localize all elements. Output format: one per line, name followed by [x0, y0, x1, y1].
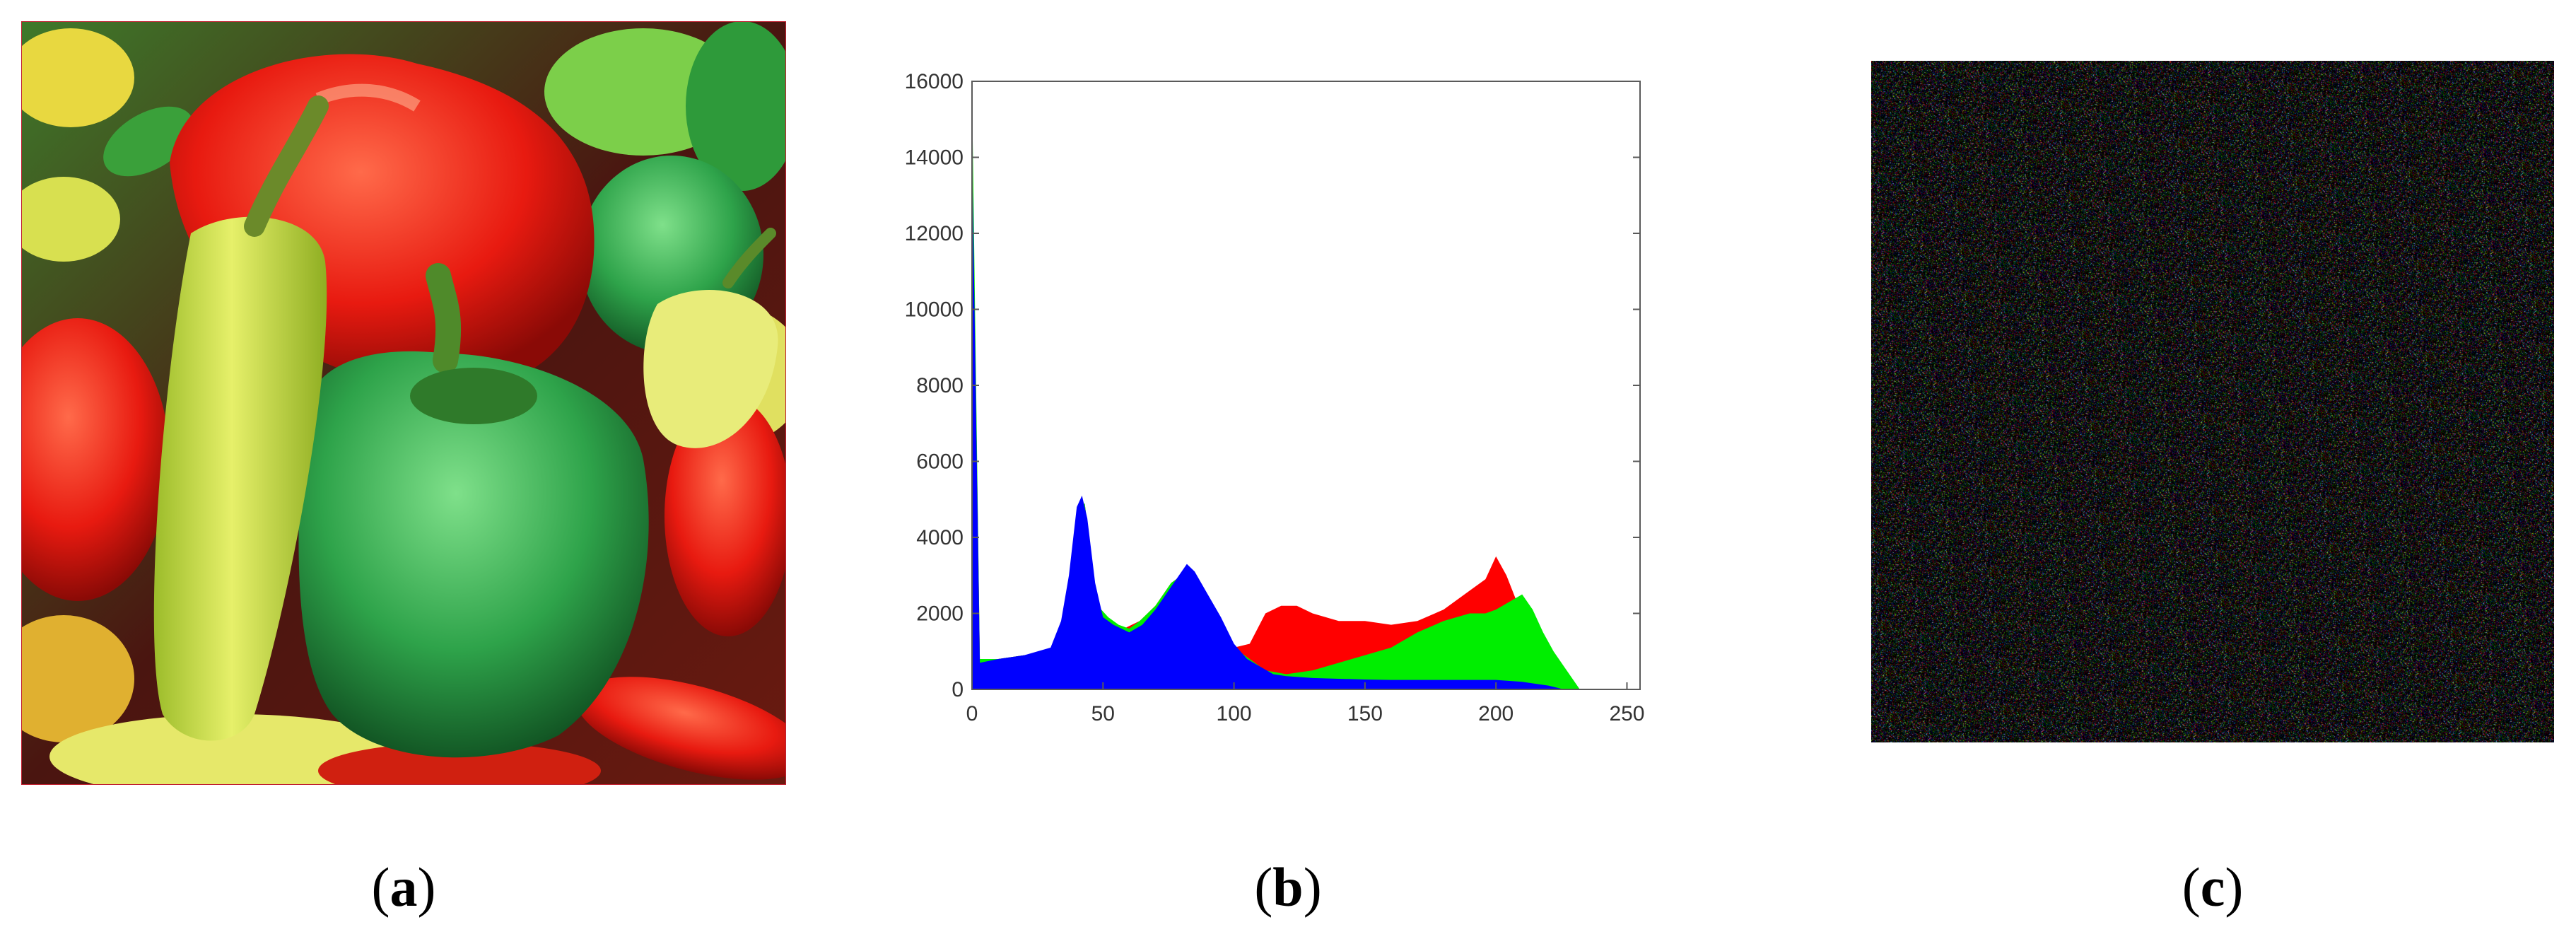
x-tick-label: 0: [966, 702, 978, 725]
caption-b-letter: b: [1272, 856, 1304, 918]
y-tick-label: 4000: [916, 526, 964, 549]
x-tick-label: 100: [1217, 702, 1252, 725]
noise-canvas: [1871, 61, 2554, 742]
caption-c-letter: c: [2200, 856, 2225, 918]
y-tick-label: 16000: [905, 70, 964, 93]
caption-a: (a): [371, 856, 436, 918]
caption-a-letter: a: [390, 856, 418, 918]
x-tick-label: 200: [1478, 702, 1514, 725]
y-tick-label: 6000: [916, 450, 964, 474]
encrypted-noise-image: [1871, 61, 2554, 742]
y-tick-label: 2000: [916, 602, 964, 626]
histogram-svg: 0 50 100 150 200 250 0 2000 4000 6000 8000 10000 120…: [905, 70, 1645, 725]
ticks-layer: 0 50 100 150 200 250 0 2000 4000 6000 8000 10000 120…: [905, 70, 1645, 725]
y-tick-label: 10000: [905, 298, 964, 322]
y-tick-label: 14000: [905, 146, 964, 170]
x-tick-label: 250: [1609, 702, 1644, 725]
x-tick-label: 50: [1091, 702, 1115, 725]
y-tick-label: 12000: [905, 222, 964, 245]
y-tick-label: 0: [952, 678, 964, 701]
peppers-illustration: [21, 21, 786, 785]
caption-c: (c): [2182, 856, 2244, 918]
histogram-chart: 0 50 100 150 200 250 0 2000 4000 6000 8000 10000 120…: [905, 64, 1654, 735]
x-tick-label: 150: [1347, 702, 1383, 725]
y-tick-label: 8000: [916, 374, 964, 397]
peppers-image: [21, 21, 786, 785]
caption-b: (b): [1254, 856, 1322, 918]
